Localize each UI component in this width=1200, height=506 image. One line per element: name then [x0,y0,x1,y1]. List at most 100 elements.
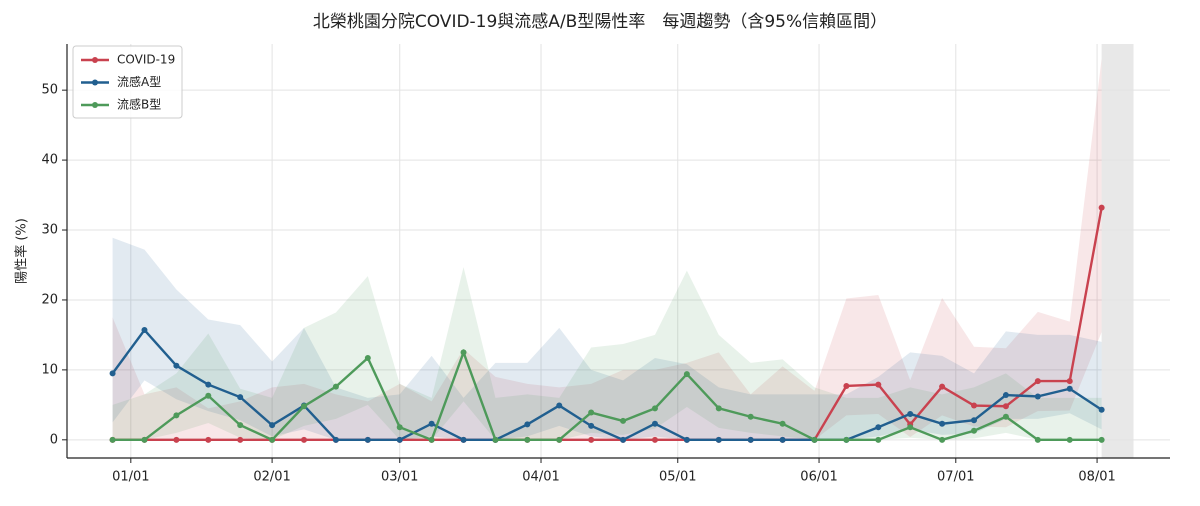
data-point [396,424,403,431]
data-point [1098,204,1105,211]
data-point [939,383,946,390]
series-line [112,207,1103,442]
data-point [364,436,371,443]
data-point [205,436,212,443]
data-point [173,436,180,443]
data-point [1066,378,1073,385]
data-point [524,436,531,443]
data-point [1034,436,1041,443]
data-point [843,382,850,389]
data-point [1098,406,1105,413]
data-point [332,383,339,390]
data-point [556,402,563,409]
data-point [907,410,914,417]
data-point [1034,393,1041,400]
legend-marker [92,79,98,86]
data-point [588,436,595,443]
data-point [237,422,244,429]
shaded-span [1101,44,1134,458]
data-point [747,436,754,443]
data-point [620,417,627,424]
data-point [109,370,116,377]
legend-label: 流感A型 [117,74,161,89]
data-point [683,436,690,443]
data-point [364,354,371,361]
data-point [907,424,914,431]
series-line [111,328,1103,442]
y-tick-label: 50 [41,83,58,98]
data-point [939,436,946,443]
legend-marker [92,102,98,108]
data-point [1002,392,1009,399]
x-tick-label: 08/01 [1078,470,1115,485]
chart-title: 北榮桃園分院COVID-19與流感A/B型陽性率 每週趨勢（含95%信賴區間） [313,12,887,32]
data-point [460,349,467,356]
data-point [205,381,212,388]
legend-label: COVID-19 [117,53,175,67]
y-tick-label: 30 [41,223,58,238]
data-point [588,409,595,416]
y-tick-label: 40 [41,153,58,168]
data-point [875,436,882,443]
data-point [396,436,403,443]
confidence-band [112,58,1102,440]
data-point [1002,413,1009,420]
data-point [588,422,595,429]
data-point [779,420,786,427]
data-point [875,424,882,431]
x-tick-label: 05/01 [659,470,696,485]
data-point [141,436,148,443]
data-point [683,371,690,378]
data-point [1002,403,1009,410]
x-tick-label: 06/01 [800,470,837,485]
legend-marker [92,57,98,63]
data-point [173,412,180,419]
y-tick-label: 10 [41,362,58,377]
data-point [971,417,978,424]
data-point [715,436,722,443]
confidence-band [112,237,1102,440]
data-point [811,436,818,443]
series-line [112,348,1102,442]
data-point [651,436,658,443]
y-tick-label: 20 [41,292,58,307]
x-tick-label: 03/01 [381,470,418,485]
data-point [237,394,244,401]
confidence-band [112,267,1102,440]
data-point [524,421,531,428]
data-point [939,420,946,427]
data-point [779,436,786,443]
data-point [620,436,627,443]
data-point [332,436,339,443]
x-tick-label: 07/01 [937,470,974,485]
data-point [843,436,850,443]
legend-label: 流感B型 [117,97,161,112]
data-point [460,436,467,443]
data-point [269,436,276,443]
data-point [556,436,563,443]
data-point [141,327,148,334]
y-tick-label: 0 [50,432,58,447]
data-point [428,420,435,427]
data-point [651,405,658,412]
data-point [237,436,244,443]
data-point [971,402,978,409]
data-point [301,403,308,410]
legend-box [72,45,183,119]
data-point [1066,385,1073,392]
data-point [173,362,180,369]
data-point [109,436,116,443]
y-axis-label: 陽性率 (%) [14,218,30,284]
data-point [269,422,276,429]
data-point [875,381,882,388]
data-point [715,405,722,412]
data-point [1066,436,1073,443]
x-tick-label: 02/01 [253,470,290,485]
data-point [205,392,212,399]
data-point [1034,378,1041,385]
x-tick-label: 04/01 [522,470,559,485]
x-tick-label: 01/01 [112,470,149,485]
data-point [747,413,754,420]
data-point [428,436,435,443]
